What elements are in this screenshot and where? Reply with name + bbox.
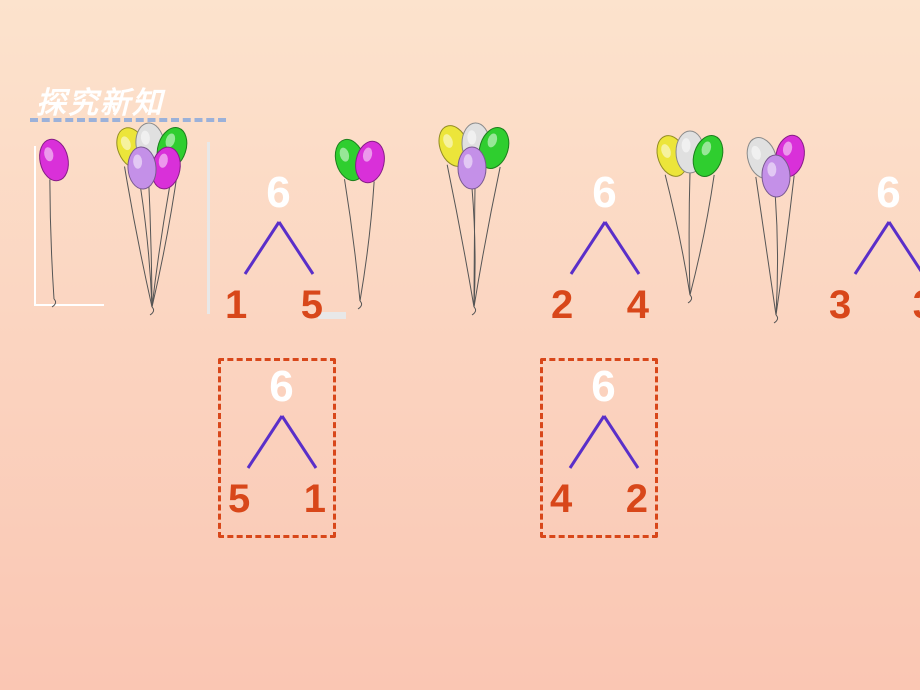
left-number: 3	[829, 283, 851, 328]
right-number: 2	[626, 477, 648, 522]
balloon-bunch-2	[330, 133, 390, 314]
decomposition-1-5: 6 1 5	[234, 168, 323, 328]
left-number: 2	[551, 283, 573, 328]
v-lines-icon	[564, 412, 644, 472]
balloon-bunch-3b	[742, 129, 810, 328]
section-title: 探究新知	[36, 78, 164, 122]
v-lines-icon	[849, 218, 920, 278]
right-number: 3	[913, 283, 920, 328]
left-number: 5	[228, 477, 250, 522]
decomposition-2-4: 6 2 4	[560, 168, 649, 328]
left-number: 4	[550, 477, 572, 522]
balloon-bunch-4	[434, 117, 514, 320]
left-number: 1	[225, 283, 247, 328]
decomposition-5-1: 6 5 1	[237, 362, 326, 522]
v-lines-icon	[565, 218, 645, 278]
right-number: 1	[304, 477, 326, 522]
divider-vertical	[207, 142, 210, 314]
top-number: 6	[234, 168, 323, 218]
top-number: 6	[237, 362, 326, 412]
balloon-bunch-5a	[112, 117, 192, 320]
v-lines-icon	[239, 218, 319, 278]
right-number: 5	[301, 283, 323, 328]
v-lines-icon	[242, 412, 322, 472]
decomposition-3-3: 6 3 3	[842, 168, 920, 328]
top-number: 6	[560, 168, 649, 218]
decomposition-4-2: 6 4 2	[559, 362, 648, 522]
balloon-bunch-3a	[652, 125, 728, 308]
top-number: 6	[559, 362, 648, 412]
balloon-bunch-1	[34, 133, 74, 312]
top-number: 6	[842, 168, 920, 218]
right-number: 4	[627, 283, 649, 328]
